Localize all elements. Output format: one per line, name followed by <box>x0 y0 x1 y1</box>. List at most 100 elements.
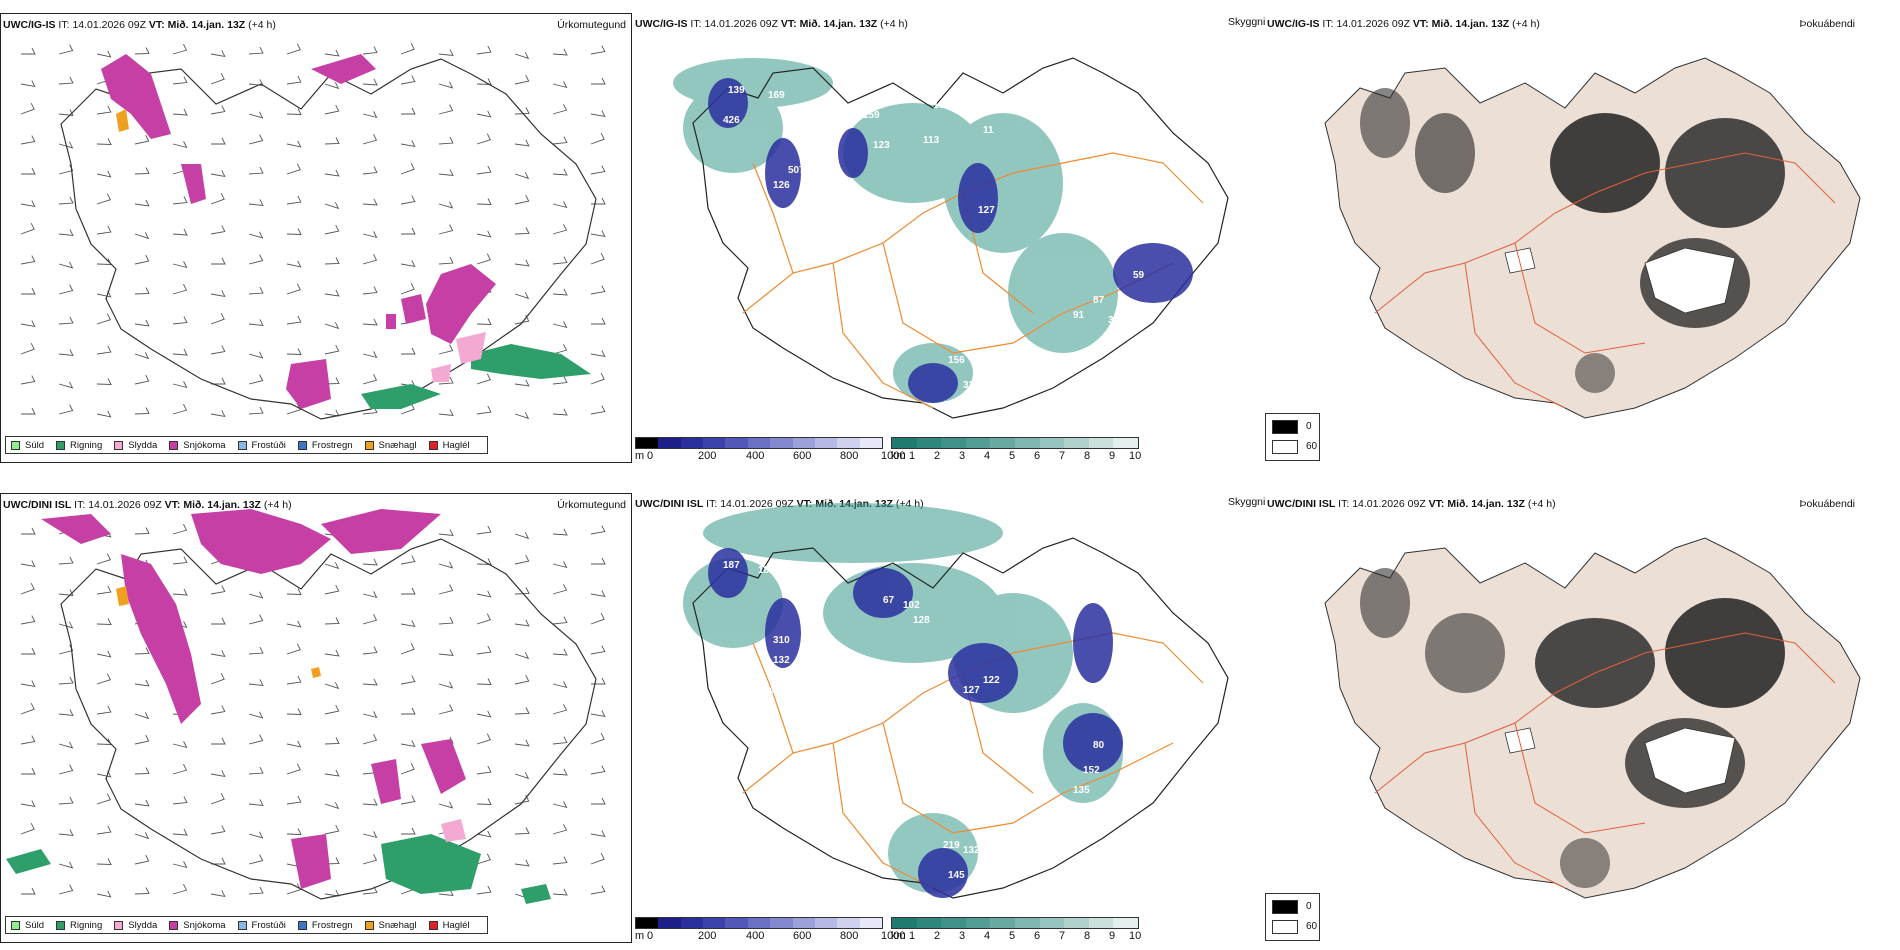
wind-barb <box>590 710 606 718</box>
cloudbase-colorbar <box>635 917 883 929</box>
sleet-areas <box>431 332 486 382</box>
wind-barb <box>400 740 416 748</box>
wind-barb <box>248 254 264 265</box>
wind-barb <box>400 620 416 628</box>
cloud-base-label: 132 <box>773 655 790 666</box>
wind-barb <box>172 283 188 295</box>
cloud-base-label: 11 <box>983 125 994 136</box>
wind-barb <box>21 167 36 175</box>
wind-barb <box>58 741 74 749</box>
wind-barb <box>58 829 74 836</box>
wind-barb <box>248 646 264 655</box>
wind-barb <box>552 81 568 89</box>
wind-barb <box>21 887 36 895</box>
wind-barb <box>590 165 606 175</box>
wind-barb <box>134 832 150 840</box>
wind-barb <box>476 558 492 565</box>
wind-barb <box>134 167 150 175</box>
unit-label: km <box>891 450 906 462</box>
cloud-base-label: 310 <box>773 635 790 646</box>
wind-barb <box>514 554 530 565</box>
wind-barb <box>134 352 150 360</box>
wind-barb <box>96 618 112 625</box>
wind-barb <box>400 75 416 85</box>
wind-barb <box>134 767 150 775</box>
wind-barb <box>172 141 188 149</box>
wind-barb <box>362 733 378 745</box>
wind-barb <box>210 73 225 85</box>
wind-barb <box>476 613 491 625</box>
wind-barb <box>400 403 415 415</box>
wind-barb <box>552 168 568 176</box>
wind-barb <box>211 377 226 385</box>
legend-item: Frostregn <box>297 920 353 931</box>
wind-barb <box>172 763 188 775</box>
legend-item: Frostúði <box>237 920 286 931</box>
wind-barb <box>248 679 264 686</box>
wind-barb <box>476 230 492 238</box>
wind-barb <box>514 587 530 595</box>
wind-barb <box>362 78 378 86</box>
iceland-outline <box>692 537 1229 899</box>
cloud-base-label: 145 <box>948 870 965 881</box>
wind-barb <box>58 381 74 389</box>
wind-barb <box>96 705 112 715</box>
wind-barb <box>248 199 264 206</box>
wind-barb <box>210 170 226 178</box>
wind-barb <box>248 286 264 295</box>
wind-barb <box>438 201 454 209</box>
wind-barb <box>248 711 264 719</box>
wind-barb <box>514 827 530 835</box>
wind-barb <box>362 853 378 865</box>
wind-barb <box>248 231 264 239</box>
wind-barb <box>438 344 454 355</box>
visibility-ticks: km 1 2 3 4 5 6 7 8 9 10 <box>891 930 1142 942</box>
wind-barb <box>401 227 416 235</box>
panel-header: UWC/IG-IS IT: 14.01.2026 09Z VT: Mið. 14… <box>1267 18 1540 30</box>
wind-barb <box>58 861 74 869</box>
iceland-outline <box>60 58 597 420</box>
snow-areas <box>41 509 466 889</box>
wind-barb <box>21 767 36 775</box>
wind-barb <box>96 585 112 595</box>
legend-item: Frostúði <box>237 440 286 451</box>
graupel-areas <box>116 109 129 132</box>
wind-barb <box>21 527 36 535</box>
wind-barb <box>476 733 491 745</box>
wind-barb <box>552 616 568 625</box>
wind-barb <box>96 793 111 805</box>
wind-barb <box>58 141 74 149</box>
wind-barb <box>552 888 568 896</box>
wind-barb <box>21 287 36 295</box>
wind-barb <box>58 621 74 629</box>
wind-barb <box>362 318 378 326</box>
wind-barb <box>134 734 150 745</box>
cloud-base-label: 219 <box>943 840 960 851</box>
wind-barb <box>552 801 568 809</box>
wind-barb <box>362 646 378 655</box>
wind-barb <box>21 47 36 55</box>
wind-barb <box>476 133 491 145</box>
fog-key-top: 0 60 <box>1265 413 1320 461</box>
wind-barb <box>286 140 302 148</box>
cloud-base-label: 187 <box>723 560 740 571</box>
wind-barb <box>438 376 454 385</box>
wind-barb <box>590 405 606 415</box>
wind-barb <box>362 373 378 385</box>
wind-barb <box>476 110 492 118</box>
wind-barb <box>96 553 111 565</box>
wind-barb <box>476 798 492 805</box>
cloud-base-label: 156 <box>948 355 965 366</box>
wind-barb <box>172 796 188 805</box>
wind-barb <box>438 104 454 115</box>
cloud-base-label: 70 <box>738 230 750 241</box>
wind-barb <box>590 645 606 655</box>
fog-panel-bottom: UWC/DINI ISL IT: 14.01.2026 09Z VT: Mið.… <box>1265 493 1900 943</box>
wind-barb <box>590 525 606 535</box>
visibility-title: Skyggni <box>1228 16 1266 28</box>
wind-barb <box>324 857 340 865</box>
wind-barb <box>172 316 188 325</box>
wind-barb <box>324 649 340 657</box>
wind-barb <box>590 285 606 295</box>
